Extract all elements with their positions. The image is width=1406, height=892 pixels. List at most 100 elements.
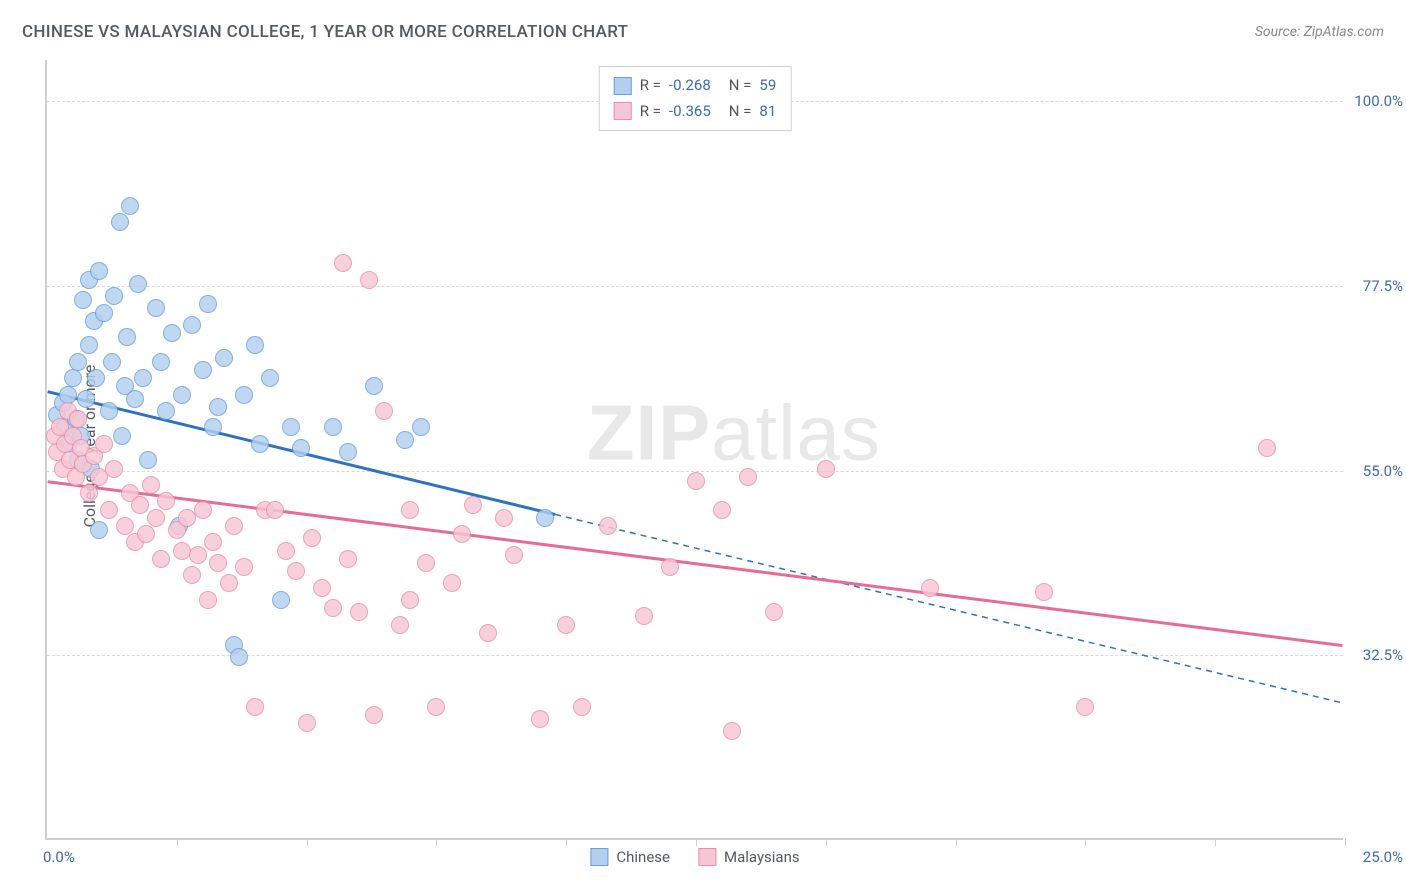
scatter-point xyxy=(765,603,783,621)
watermark-light: atlas xyxy=(711,389,881,477)
scatter-point xyxy=(1258,439,1276,457)
plot-area: ZIPatlas R = -0.268 N = 59 R = -0.365 N … xyxy=(45,60,1343,840)
scatter-point xyxy=(277,542,295,560)
scatter-point xyxy=(157,492,175,510)
legend-item-malaysians: Malaysians xyxy=(698,848,800,866)
y-tick-label: 55.0% xyxy=(1348,462,1403,480)
legend-item-chinese: Chinese xyxy=(590,848,670,866)
scatter-point xyxy=(173,386,191,404)
y-gridline xyxy=(47,286,1343,287)
scatter-point xyxy=(287,562,305,580)
x-tick xyxy=(826,838,827,846)
scatter-point xyxy=(713,501,731,519)
scatter-point xyxy=(147,299,165,317)
scatter-point xyxy=(246,336,264,354)
watermark: ZIPatlas xyxy=(587,388,881,479)
scatter-point xyxy=(189,546,207,564)
scatter-point xyxy=(183,316,201,334)
scatter-point xyxy=(531,710,549,728)
scatter-point xyxy=(324,599,342,617)
legend-R-value: -0.365 xyxy=(669,99,711,125)
scatter-point xyxy=(246,698,264,716)
scatter-point xyxy=(129,275,147,293)
legend-stats-row: R = -0.268 N = 59 xyxy=(614,73,777,99)
scatter-point xyxy=(90,521,108,539)
x-tick xyxy=(956,838,957,846)
scatter-point xyxy=(142,476,160,494)
legend-swatch-malaysians xyxy=(614,102,632,120)
legend-N-value: 59 xyxy=(759,73,776,99)
scatter-point xyxy=(118,328,136,346)
scatter-point xyxy=(1076,698,1094,716)
scatter-point xyxy=(183,566,201,584)
scatter-point xyxy=(199,295,217,313)
scatter-point xyxy=(235,386,253,404)
scatter-point xyxy=(90,262,108,280)
scatter-point xyxy=(261,369,279,387)
scatter-point xyxy=(334,254,352,272)
scatter-point xyxy=(921,579,939,597)
legend-label: Malaysians xyxy=(724,848,800,866)
legend-stats: R = -0.268 N = 59 R = -0.365 N = 81 xyxy=(599,66,792,131)
scatter-point xyxy=(365,706,383,724)
scatter-point xyxy=(324,418,342,436)
legend-series: Chinese Malaysians xyxy=(590,848,799,866)
scatter-point xyxy=(220,574,238,592)
legend-stats-row: R = -0.365 N = 81 xyxy=(614,99,777,125)
scatter-point xyxy=(391,616,409,634)
scatter-point xyxy=(199,591,217,609)
x-tick xyxy=(1215,838,1216,846)
scatter-point xyxy=(163,324,181,342)
scatter-point xyxy=(100,402,118,420)
scatter-point xyxy=(152,550,170,568)
scatter-point xyxy=(292,439,310,457)
legend-swatch-chinese xyxy=(614,77,632,95)
chart-title: CHINESE VS MALAYSIAN COLLEGE, 1 YEAR OR … xyxy=(22,22,628,42)
chart-container: CHINESE VS MALAYSIAN COLLEGE, 1 YEAR OR … xyxy=(0,0,1406,892)
scatter-point xyxy=(303,529,321,547)
scatter-point xyxy=(739,468,757,486)
scatter-point xyxy=(298,714,316,732)
scatter-point xyxy=(687,472,705,490)
scatter-point xyxy=(80,484,98,502)
legend-N-label: N = xyxy=(729,73,752,99)
scatter-point xyxy=(495,509,513,527)
scatter-point xyxy=(105,460,123,478)
scatter-point xyxy=(100,501,118,519)
scatter-point xyxy=(573,698,591,716)
scatter-point xyxy=(401,501,419,519)
scatter-point xyxy=(350,603,368,621)
x-axis-start-label: 0.0% xyxy=(43,848,75,866)
scatter-point xyxy=(365,377,383,395)
scatter-point xyxy=(505,546,523,564)
scatter-point xyxy=(427,698,445,716)
scatter-point xyxy=(235,558,253,576)
scatter-point xyxy=(103,353,121,371)
legend-N-value: 81 xyxy=(759,99,776,125)
source-label: Source: ZipAtlas.com xyxy=(1255,24,1384,40)
scatter-point xyxy=(723,722,741,740)
legend-label: Chinese xyxy=(616,848,670,866)
scatter-point xyxy=(105,287,123,305)
x-tick xyxy=(696,838,697,846)
scatter-point xyxy=(453,525,471,543)
scatter-point xyxy=(817,460,835,478)
scatter-point xyxy=(111,213,129,231)
scatter-point xyxy=(77,390,95,408)
scatter-point xyxy=(464,496,482,514)
scatter-point xyxy=(209,554,227,572)
x-axis-end-label: 25.0% xyxy=(1348,848,1403,866)
scatter-point xyxy=(95,304,113,322)
scatter-point xyxy=(313,579,331,597)
scatter-point xyxy=(412,418,430,436)
x-tick xyxy=(566,838,567,846)
scatter-point xyxy=(401,591,419,609)
scatter-point xyxy=(266,501,284,519)
scatter-point xyxy=(272,591,290,609)
scatter-point xyxy=(80,336,98,354)
scatter-point xyxy=(1035,583,1053,601)
x-tick xyxy=(436,838,437,846)
scatter-point xyxy=(137,525,155,543)
x-tick xyxy=(177,838,178,846)
scatter-point xyxy=(126,390,144,408)
